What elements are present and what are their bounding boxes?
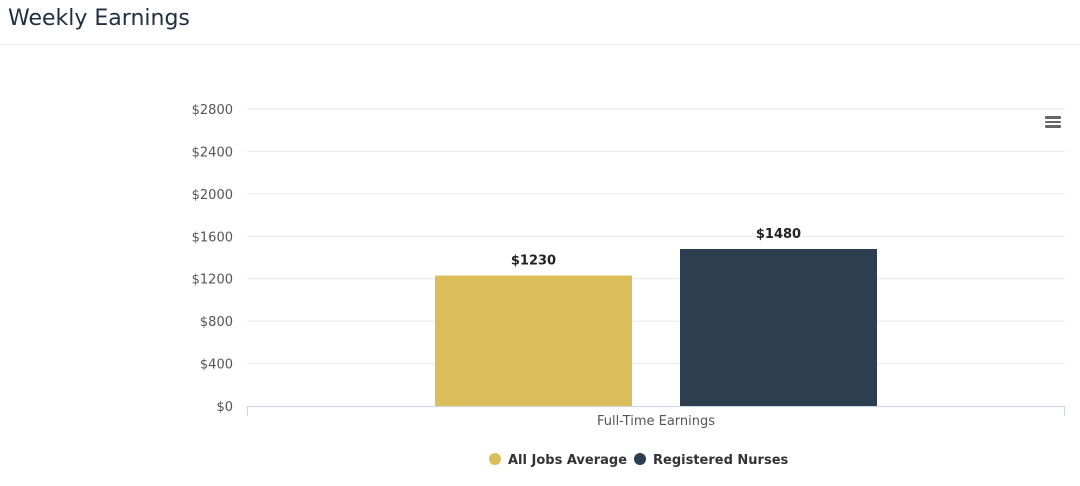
legend-item-label: All Jobs Average [508,453,627,468]
y-tick-label: $2400 [192,145,233,160]
x-tick-label: Full-Time Earnings [597,414,715,429]
hamburger-menu-icon[interactable] [1041,110,1065,132]
y-tick-label: $2000 [192,188,233,203]
y-tick-label: $2800 [192,103,233,118]
legend-marker [634,453,646,465]
y-tick-label: $1600 [192,230,233,245]
y-tick-label: $400 [200,358,233,373]
page-title: Weekly Earnings [8,6,190,31]
title-divider [0,44,1080,45]
bar-registered-nurses [680,249,877,406]
legend-item-label: Registered Nurses [653,453,789,468]
bar-all-jobs-average [435,275,632,406]
data-label: $1230 [511,254,556,269]
y-tick-label: $800 [200,315,233,330]
y-tick-label: $0 [216,400,233,415]
y-tick-label: $1200 [192,273,233,288]
data-label: $1480 [756,227,801,242]
legend-marker [489,453,501,465]
